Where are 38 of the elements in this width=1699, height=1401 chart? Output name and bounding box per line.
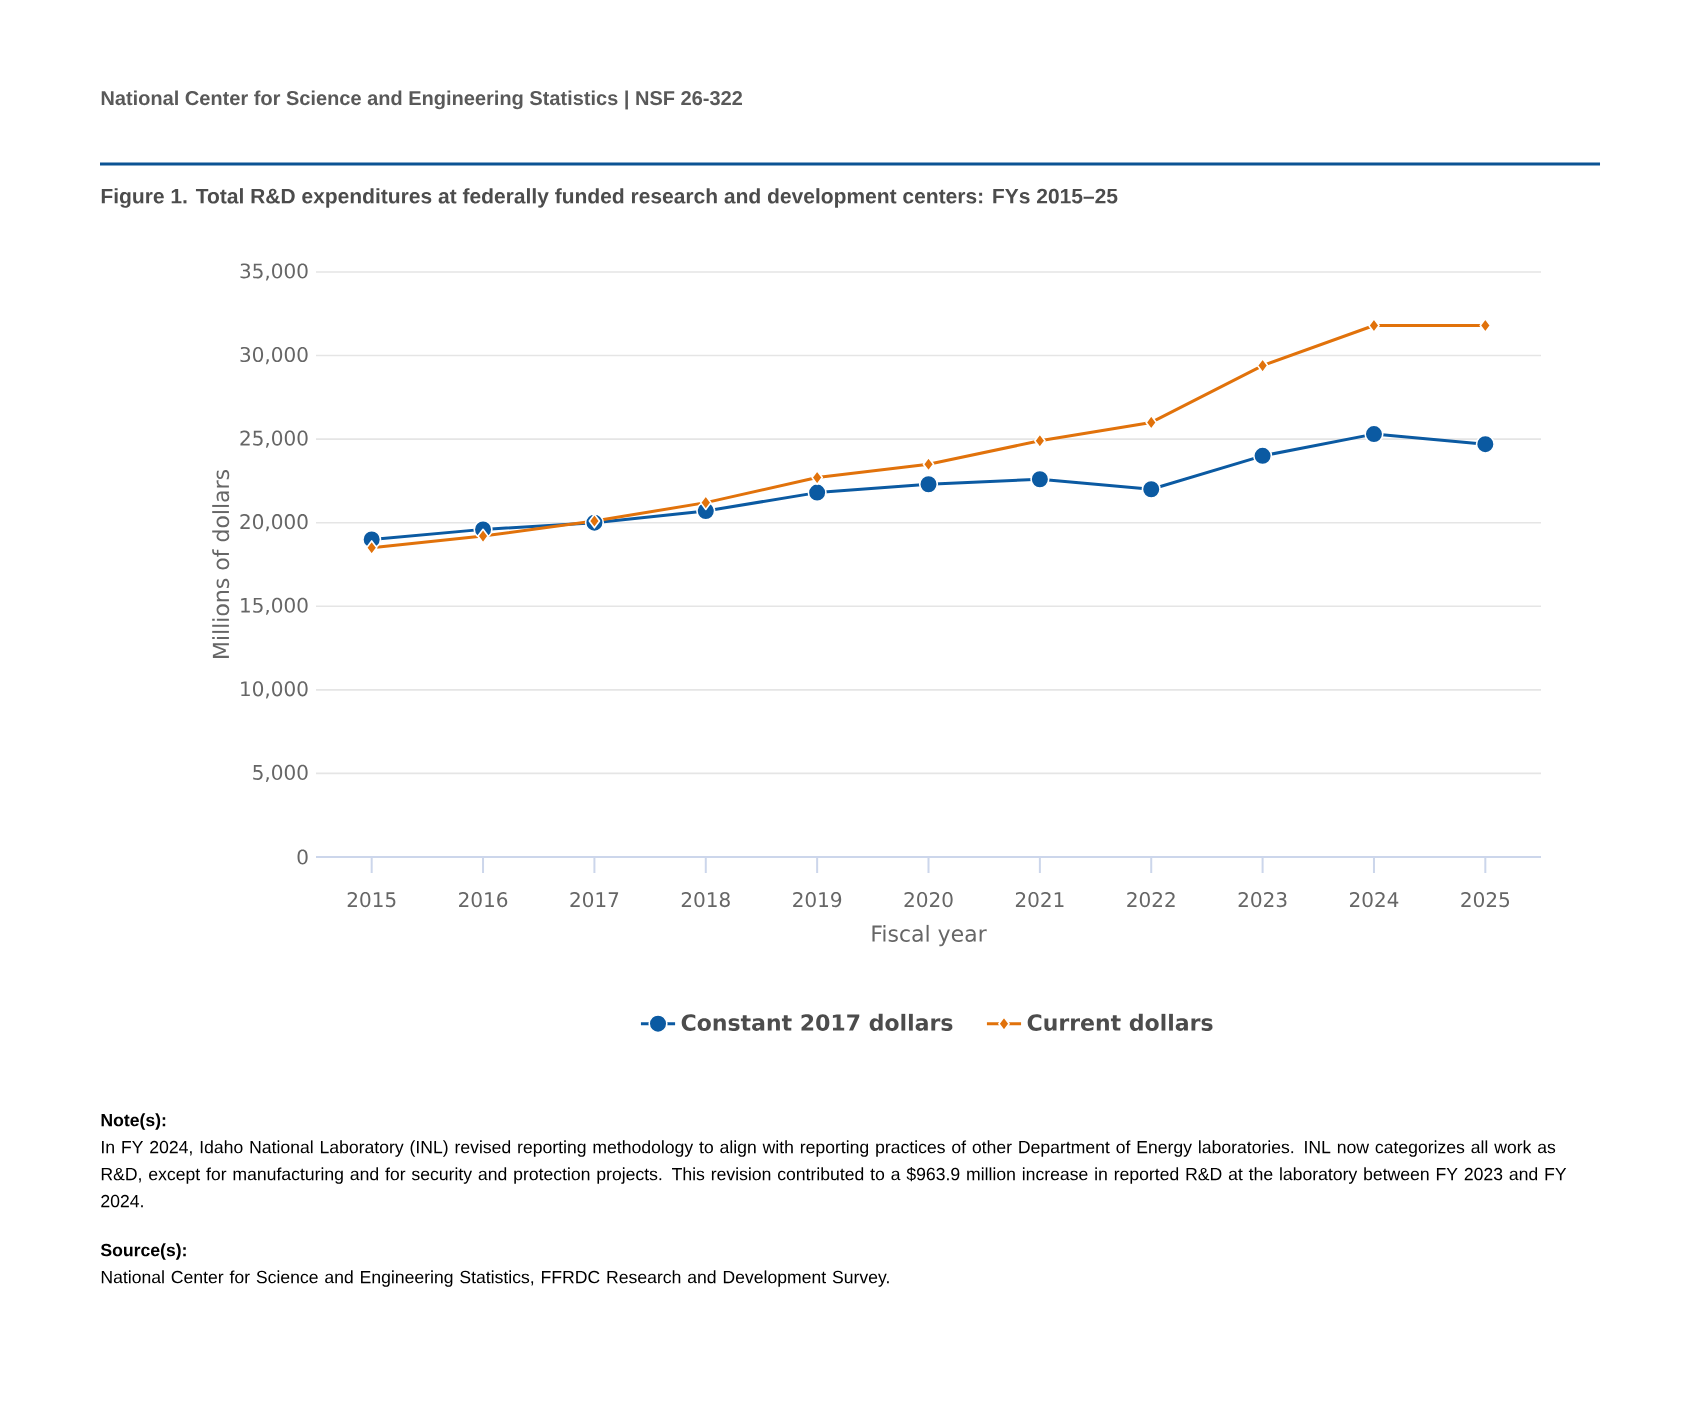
y-tick-label: 10,000 bbox=[241, 681, 308, 699]
chart-title: Figure 1. Total R&D expenditures at federally funded research and development centers: FYs 2015–25 bbox=[101, 188, 1118, 208]
x-tick-label: 2023 bbox=[1238, 892, 1287, 908]
text: Source(s): bbox=[100, 1243, 186, 1260]
x-tick-label: 2020 bbox=[904, 892, 953, 908]
point bbox=[1252, 446, 1273, 466]
x-axis-title: Fiscal year bbox=[872, 924, 987, 947]
text: National Center for Science and Engineering Statistics | NSF 26-322 bbox=[101, 90, 743, 110]
text: In FY 2024, Idaho National Laboratory (INL) revised reporting methodology to align with reporting practices of other Department of Energy laboratories. INL now categorizes all work as R&D, except for manufacturing and for security and protection projects. This revision contributed to a $963.9 million increase in reported R&D at the laboratory between FY 2023 and FY 2024. bbox=[101, 1140, 1567, 1208]
y-tick-label: 30,000 bbox=[240, 346, 308, 365]
point bbox=[477, 528, 489, 544]
y-tick-label: 5,000 bbox=[253, 764, 308, 782]
legend-label: Current dollars bbox=[1027, 1013, 1213, 1031]
point bbox=[807, 483, 827, 503]
y-tick-label: 25,000 bbox=[240, 430, 308, 448]
x-tick-label: 2024 bbox=[1349, 892, 1399, 908]
text: National Center for Science and Engineering Statistics, FFRDC Research and Development Survey. bbox=[101, 1270, 889, 1287]
text: Note(s): bbox=[101, 1113, 166, 1130]
point bbox=[1364, 424, 1384, 444]
x-tick-label: 2017 bbox=[570, 892, 619, 908]
y-tick-label: 0 bbox=[297, 849, 308, 865]
y-tick-label: 15,000 bbox=[241, 597, 308, 615]
y-axis-title: Millions of dollars bbox=[212, 469, 230, 658]
y-tick-label: 20,000 bbox=[240, 514, 308, 532]
legend-label: Constant 2017 dollars bbox=[681, 1013, 953, 1031]
point bbox=[1475, 434, 1495, 454]
y-tick-label: 35,000 bbox=[240, 263, 308, 281]
x-tick-label: 2019 bbox=[793, 892, 842, 908]
point bbox=[1030, 469, 1050, 489]
x-tick-label: 2018 bbox=[681, 892, 730, 908]
x-tick-label: 2025 bbox=[1461, 892, 1510, 908]
x-tick-label: 2016 bbox=[459, 892, 508, 908]
x-tick-label: 2021 bbox=[1015, 892, 1064, 908]
x-tick-label: 2015 bbox=[347, 892, 396, 908]
point bbox=[1141, 479, 1161, 499]
point bbox=[699, 495, 712, 511]
x-tick-label: 2022 bbox=[1127, 892, 1175, 908]
point bbox=[918, 474, 939, 494]
